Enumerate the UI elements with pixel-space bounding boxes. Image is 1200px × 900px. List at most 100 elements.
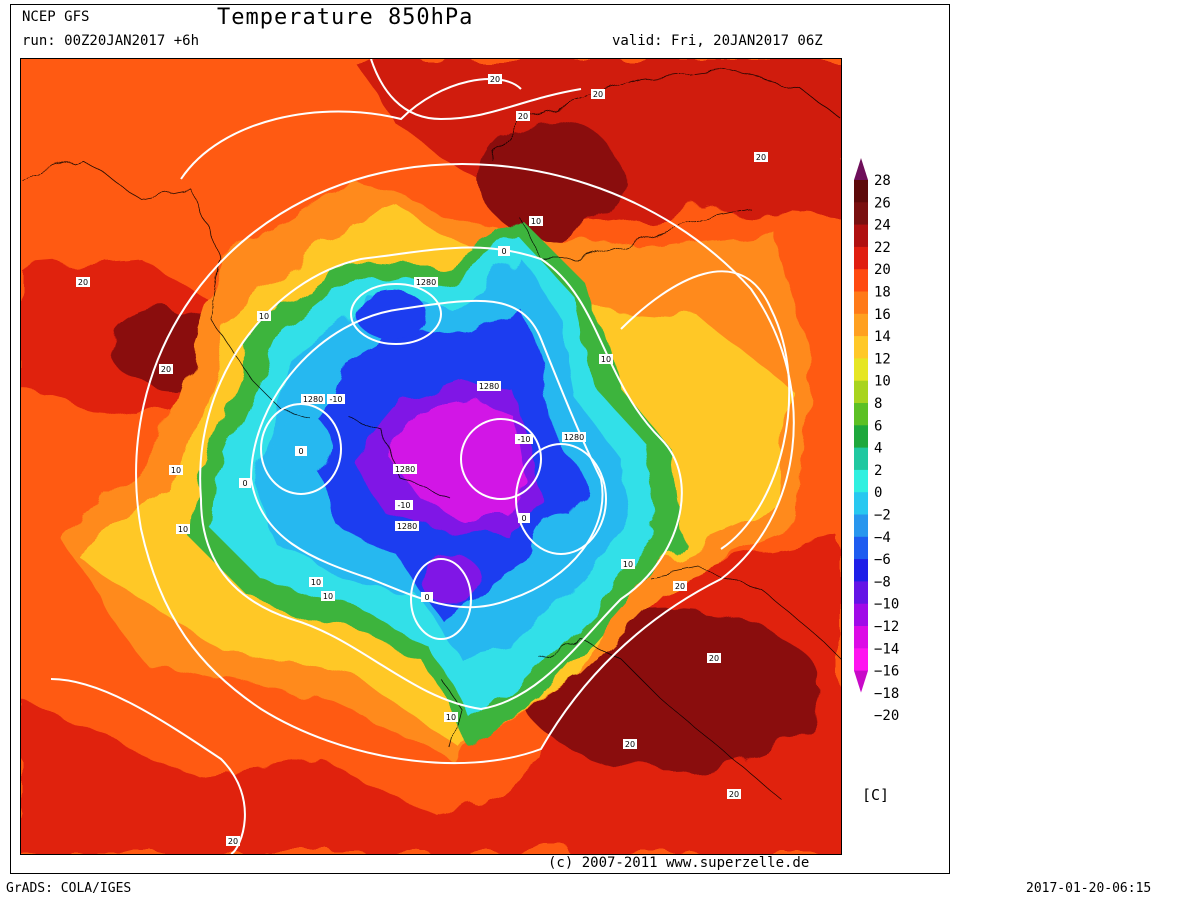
contour-label-0-b: 0: [295, 446, 307, 456]
svg-text:10: 10: [531, 217, 541, 226]
contour-label-20-c: 20: [591, 89, 605, 99]
svg-text:1280: 1280: [416, 278, 436, 287]
contour-label-20-j: 20: [727, 789, 741, 799]
contour-label-1280-a: 1280: [414, 277, 438, 287]
contour-label-minus10-c: -10: [395, 500, 413, 510]
contour-label-20-e: 20: [76, 277, 90, 287]
svg-text:-10: -10: [329, 395, 342, 404]
contour-label-0-d: 0: [518, 513, 530, 523]
contour-label-20-i: 20: [623, 739, 637, 749]
legend-swatch: [854, 447, 868, 471]
contour-label-1280-e: 1280: [393, 464, 417, 474]
contour-label-0-c: 0: [239, 478, 251, 488]
svg-text:-10: -10: [517, 435, 530, 444]
isotherm-contour-outer: [135, 163, 795, 765]
legend-swatch: [854, 358, 868, 382]
legend-label: −14: [874, 641, 899, 657]
contour-label-20-b: 20: [516, 111, 530, 121]
contour-label-1280-d: 1280: [562, 432, 586, 442]
run-time: run: 00Z20JAN2017 +6h: [22, 33, 200, 49]
legend-swatch: [854, 514, 868, 538]
legend-swatch: [854, 180, 868, 203]
legend-label: −4: [874, 530, 891, 546]
legend-label: 8: [874, 396, 882, 412]
valid-time: valid: Fri, 20JAN2017 06Z: [612, 33, 823, 49]
contour-label-1280-f: 1280: [395, 521, 419, 531]
contour-label-20-h: 20: [707, 653, 721, 663]
svg-text:10: 10: [446, 713, 456, 722]
svg-text:20: 20: [675, 582, 685, 591]
contour-label-0-e: 0: [421, 592, 433, 602]
contour-label-10-d: 10: [169, 465, 183, 475]
contour-label-20-a: 20: [488, 74, 502, 84]
svg-text:10: 10: [623, 560, 633, 569]
svg-text:20: 20: [709, 654, 719, 663]
contour-label-10-f: 10: [621, 559, 635, 569]
svg-text:0: 0: [298, 447, 303, 456]
contour-northwest: [180, 78, 522, 180]
legend-swatch: [854, 246, 868, 270]
legend-swatch: [854, 313, 868, 337]
coastline-7: [350, 418, 452, 500]
contour-label-minus10-b: -10: [515, 434, 533, 444]
legend-label: −12: [874, 619, 899, 635]
cold-patch-1: [356, 289, 426, 339]
legend-label: −8: [874, 574, 891, 590]
legend-label: −2: [874, 508, 891, 524]
legend-swatch: [854, 224, 868, 248]
svg-text:10: 10: [259, 312, 269, 321]
legend-label: 28: [874, 173, 891, 189]
cold-patch-3: [271, 414, 331, 474]
legend-swatch: [854, 536, 868, 560]
svg-text:1280: 1280: [397, 522, 417, 531]
chart-title: Temperature 850hPa: [217, 5, 474, 30]
svg-text:10: 10: [323, 592, 333, 601]
height-contour-low-3: [350, 283, 442, 345]
legend-label: 2: [874, 463, 882, 479]
contour-label-10-i: 10: [444, 712, 458, 722]
legend-swatch: [854, 380, 868, 404]
legend-label: −6: [874, 552, 891, 568]
legend-swatch: [854, 492, 868, 515]
legend-label: 0: [874, 485, 882, 501]
legend-label: −10: [874, 597, 899, 613]
legend-label: 4: [874, 441, 882, 457]
svg-text:10: 10: [178, 525, 188, 534]
svg-text:10: 10: [311, 578, 321, 587]
contour-label-20-k: 20: [226, 836, 240, 846]
svg-text:0: 0: [521, 514, 526, 523]
legend-swatch: [854, 403, 868, 426]
coastline-3: [520, 208, 752, 260]
svg-text:20: 20: [729, 790, 739, 799]
svg-text:1280: 1280: [564, 433, 584, 442]
svg-text:0: 0: [424, 593, 429, 602]
legend-label: −18: [874, 686, 899, 702]
svg-text:20: 20: [756, 153, 766, 162]
svg-text:10: 10: [601, 355, 611, 364]
svg-text:20: 20: [593, 90, 603, 99]
coastline-1: [21, 158, 312, 420]
svg-text:0: 0: [501, 247, 506, 256]
legend-label: 12: [874, 351, 891, 367]
svg-text:1280: 1280: [479, 382, 499, 391]
svg-text:20: 20: [625, 740, 635, 749]
legend-swatch: [854, 559, 868, 582]
color-legend: 28 26 24 22 20 18 16 14 12 10 8 6 4 2 0 −2 −4 −6 −8 −10 −12−…: [852, 158, 912, 738]
svg-text:20: 20: [78, 278, 88, 287]
legend-swatch: [854, 626, 868, 649]
contour-label-10-a: 10: [529, 216, 543, 226]
svg-text:-10: -10: [397, 501, 410, 510]
cold-core: [391, 399, 526, 519]
height-contour-low-5: [460, 418, 542, 500]
contour-label-10-g: 10: [309, 577, 323, 587]
legend-label: 20: [874, 262, 891, 278]
contour-east: [620, 270, 791, 550]
contour-label-10-e: 10: [176, 524, 190, 534]
svg-text:20: 20: [518, 112, 528, 121]
model-name: NCEP GFS: [22, 9, 90, 25]
height-contour-low-4: [410, 558, 472, 640]
legend-label: 22: [874, 240, 891, 256]
contour-label-20-g: 20: [673, 581, 687, 591]
coastline-4: [650, 568, 841, 660]
timestamp: 2017-01-20-06:15: [1026, 881, 1152, 896]
